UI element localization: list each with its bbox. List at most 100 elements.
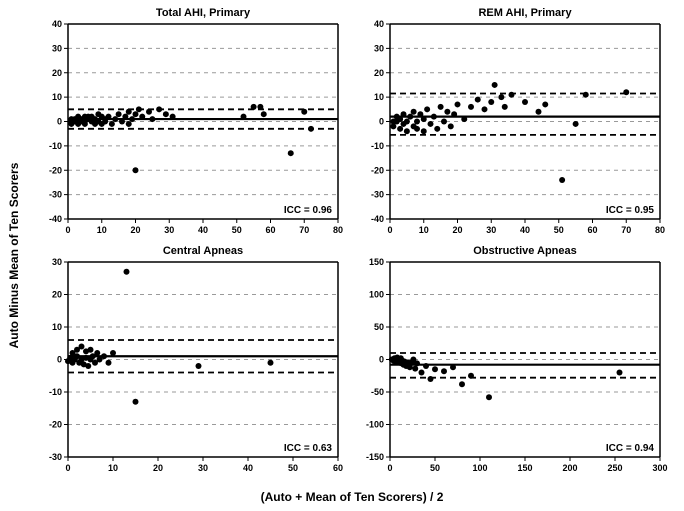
data-point [119, 119, 125, 125]
panel-br: -150-100-50050100150050100150200250300Ob… [366, 245, 668, 473]
panel-tl: -40-30-20-1001020304001020304050607080To… [49, 7, 343, 235]
xtick-label: 70 [621, 225, 631, 235]
ytick-label: -50 [371, 387, 384, 397]
data-point [407, 114, 413, 120]
xtick-label: 10 [419, 225, 429, 235]
ytick-label: -20 [371, 165, 384, 175]
ytick-label: 150 [369, 257, 384, 267]
ytick-label: -20 [49, 420, 62, 430]
ytick-label: 0 [57, 117, 62, 127]
panel-bl: -30-20-1001020300102030405060Central Apn… [49, 245, 343, 473]
xtick-label: 20 [130, 225, 140, 235]
data-point [492, 82, 498, 88]
ytick-label: -30 [49, 190, 62, 200]
data-point [308, 126, 314, 132]
data-point [450, 364, 456, 370]
ytick-label: 30 [52, 43, 62, 53]
data-point [411, 109, 417, 115]
data-point [401, 111, 407, 117]
data-point [126, 109, 132, 115]
data-point [88, 347, 94, 353]
data-point [301, 109, 307, 115]
data-point [488, 99, 494, 105]
data-point [156, 106, 162, 112]
global-ylabel: Auto Minus Mean of Ten Scorers [7, 162, 21, 348]
data-point [414, 360, 420, 366]
data-point [444, 109, 450, 115]
data-point [126, 121, 132, 127]
xtick-label: 10 [108, 463, 118, 473]
xtick-label: 50 [232, 225, 242, 235]
icc-label: ICC = 0.96 [284, 205, 333, 216]
data-point [116, 111, 122, 117]
xtick-label: 40 [520, 225, 530, 235]
data-point [288, 150, 294, 156]
data-point [421, 116, 427, 122]
ytick-label: 30 [52, 257, 62, 267]
data-point [122, 114, 128, 120]
ytick-label: 10 [374, 92, 384, 102]
ytick-label: -10 [371, 141, 384, 151]
ytick-label: 40 [374, 19, 384, 29]
data-point [542, 101, 548, 107]
ytick-label: -40 [49, 214, 62, 224]
data-point [448, 123, 454, 129]
data-point [424, 106, 430, 112]
xtick-label: 100 [472, 463, 487, 473]
data-point [257, 104, 263, 110]
xtick-label: 250 [607, 463, 622, 473]
data-point [149, 116, 155, 122]
data-point [102, 119, 108, 125]
data-point [559, 177, 565, 183]
data-point [417, 111, 423, 117]
xtick-label: 80 [333, 225, 343, 235]
ytick-label: 0 [379, 355, 384, 365]
data-point [170, 114, 176, 120]
xtick-label: 40 [243, 463, 253, 473]
data-point [85, 363, 91, 369]
data-point [468, 104, 474, 110]
ytick-label: 0 [57, 355, 62, 365]
data-point [106, 114, 112, 120]
data-point [441, 119, 447, 125]
xtick-label: 70 [299, 225, 309, 235]
data-point [536, 109, 542, 115]
data-point [617, 370, 623, 376]
data-point [461, 116, 467, 122]
data-point [79, 344, 85, 350]
data-point [468, 373, 474, 379]
data-point [397, 116, 403, 122]
data-point [623, 89, 629, 95]
data-point [475, 97, 481, 103]
data-point [455, 101, 461, 107]
data-point [434, 126, 440, 132]
data-point [428, 376, 434, 382]
data-point [404, 119, 410, 125]
data-point [431, 114, 437, 120]
ytick-label: -20 [49, 165, 62, 175]
ytick-label: 100 [369, 290, 384, 300]
data-point [133, 111, 139, 117]
data-point [94, 350, 100, 356]
ytick-label: 20 [52, 290, 62, 300]
data-point [390, 123, 396, 129]
ytick-label: 20 [52, 68, 62, 78]
icc-label: ICC = 0.94 [606, 443, 655, 454]
panel-tr: -40-30-20-1001020304001020304050607080RE… [371, 7, 665, 235]
xtick-label: 60 [265, 225, 275, 235]
data-point [139, 114, 145, 120]
data-point [412, 366, 418, 372]
xtick-label: 50 [554, 225, 564, 235]
bland-altman-figure: -40-30-20-1001020304001020304050607080To… [0, 0, 684, 511]
data-point [101, 353, 107, 359]
xtick-label: 200 [562, 463, 577, 473]
data-point [419, 370, 425, 376]
ytick-label: 10 [52, 322, 62, 332]
data-point [414, 119, 420, 125]
data-point [438, 104, 444, 110]
data-point [82, 121, 88, 127]
data-point [502, 104, 508, 110]
data-point [112, 116, 118, 122]
xtick-label: 60 [587, 225, 597, 235]
icc-label: ICC = 0.95 [606, 205, 655, 216]
